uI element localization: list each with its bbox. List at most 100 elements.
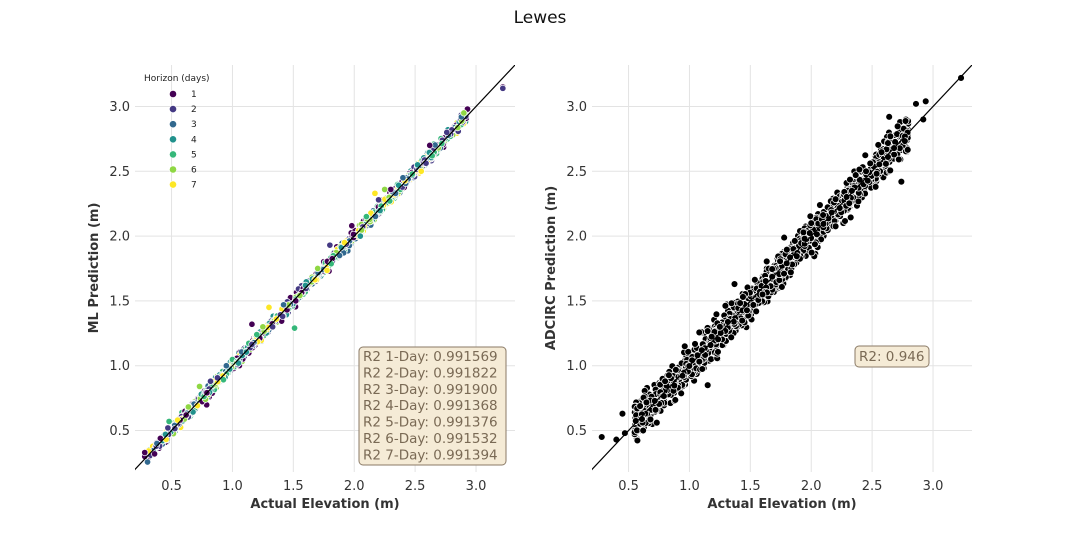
y-tick-label: 3.0 (109, 100, 130, 115)
scatter-point (636, 402, 644, 410)
scatter-point (164, 424, 172, 432)
r2-annotation-line: R2 2-Day: 0.991822 (363, 365, 498, 381)
legend-marker (169, 120, 177, 129)
scatter-point (893, 122, 902, 131)
scatter-point (665, 371, 673, 379)
x-tick-label: 1.0 (222, 479, 243, 494)
scatter-point (886, 166, 895, 175)
scatter-point (693, 351, 702, 360)
scatter-point (356, 232, 364, 240)
scatter-point (895, 155, 903, 164)
scatter-point (921, 97, 930, 106)
scatter-point (727, 333, 735, 342)
scatter-point (749, 301, 758, 309)
scatter-point (762, 257, 771, 266)
x-tick-label: 2.0 (344, 479, 365, 494)
scatter-point (206, 377, 215, 385)
scatter-point (872, 169, 881, 178)
scatter-point (612, 435, 621, 444)
scatter-point (291, 324, 299, 332)
r2-annotation-line: R2 3-Day: 0.991900 (363, 382, 498, 398)
scatter-point (816, 201, 824, 209)
y-tick-label: 2.0 (109, 230, 130, 245)
scatter-point (280, 301, 288, 309)
x-axis-label: Actual Elevation (m) (250, 497, 399, 512)
scatter-point (621, 429, 629, 437)
scatter-point (778, 283, 786, 291)
scatter-point (845, 199, 854, 207)
figure-title: Lewes (513, 8, 567, 28)
legend-label: 5 (191, 150, 197, 160)
scatter-point (864, 176, 872, 185)
scatter-point (884, 139, 892, 147)
scatter-point (426, 141, 434, 149)
legend-marker (169, 150, 177, 159)
scatter-point (417, 167, 425, 175)
scatter-point (311, 276, 319, 284)
scatter-point (698, 365, 707, 373)
scatter-point (695, 328, 704, 337)
scatter-point (651, 406, 660, 414)
scatter-point (618, 409, 627, 418)
r2-annotation-box (854, 345, 930, 368)
r2-annotation-line: R2: 0.946 (859, 349, 924, 365)
x-tick-label: 3.0 (466, 479, 487, 494)
scatter-point (395, 181, 403, 189)
scatter-point (780, 233, 788, 242)
scatter-point (885, 113, 893, 121)
y-tick-label: 1.5 (566, 294, 587, 309)
legend-marker (169, 105, 177, 113)
scatter-point (841, 217, 849, 225)
scatter-point (642, 398, 651, 407)
scatter-point (805, 229, 814, 237)
scatter-point (848, 187, 856, 195)
y-tick-label: 0.5 (109, 424, 130, 439)
r2-annotation-box (358, 346, 507, 466)
scatter-point (677, 389, 685, 398)
scatter-point (143, 458, 152, 466)
scatter-point (714, 348, 722, 356)
scatter-point (901, 137, 909, 145)
legend-label: 7 (191, 181, 197, 191)
scatter-point (171, 425, 179, 433)
scatter-point (743, 306, 751, 315)
y-tick-label: 1.0 (566, 359, 587, 374)
scatter-point (842, 193, 851, 201)
r2-annotation-line: R2 7-Day: 0.991394 (363, 447, 498, 463)
scatter-point (739, 293, 747, 301)
y-axis-label: ADCIRC Prediction (m) (544, 186, 559, 350)
scatter-point (866, 159, 874, 168)
x-tick-label: 1.5 (283, 479, 304, 494)
scatter-point (791, 237, 799, 245)
scatter-points (592, 65, 972, 471)
scatter-point (776, 257, 784, 265)
x-tick-label: 3.0 (923, 479, 944, 494)
scatter-point (730, 280, 739, 288)
scatter-point (691, 340, 699, 348)
scatter-point (855, 176, 864, 184)
r2-annotation-line: R2 4-Day: 0.991368 (363, 398, 498, 414)
scatter-point (454, 124, 462, 132)
scatter-point (721, 302, 730, 310)
scatter-point (141, 449, 149, 457)
x-tick-label: 1.5 (740, 479, 761, 494)
identity-line (135, 65, 515, 471)
scatter-point (248, 320, 256, 328)
scatter-point (150, 450, 159, 458)
legend-marker (169, 135, 177, 144)
y-tick-label: 2.5 (566, 165, 587, 180)
scatter-point (422, 159, 430, 167)
scatter-point (670, 381, 679, 390)
scatter-point (751, 276, 759, 284)
scatter-point (780, 269, 788, 278)
y-tick-label: 2.5 (109, 165, 130, 180)
scatter-point (443, 128, 451, 136)
legend-label: 6 (191, 166, 197, 176)
scatter-point (376, 207, 384, 215)
scatter-point (707, 355, 715, 363)
x-tick-label: 1.0 (679, 479, 700, 494)
scatter-point (671, 396, 680, 404)
x-tick-label: 0.5 (161, 479, 182, 494)
y-axis-label: ML Prediction (m) (87, 203, 102, 334)
